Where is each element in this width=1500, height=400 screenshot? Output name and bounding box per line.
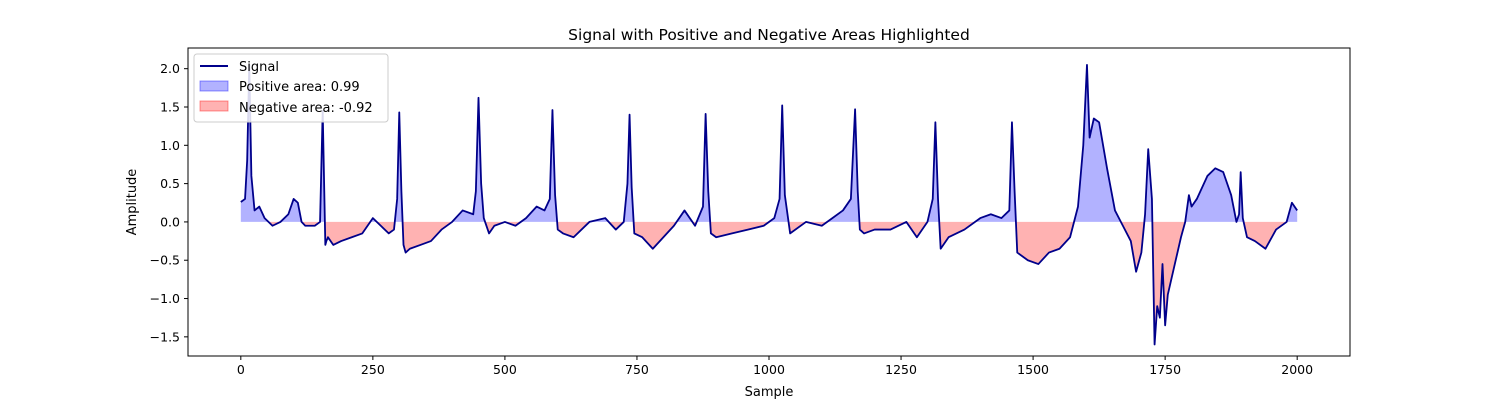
negative-area-32 [1015,221,1075,265]
chart-title: Signal with Positive and Negative Areas … [568,26,970,44]
legend-positive-swatch [199,80,229,92]
negative-area-9 [402,221,453,253]
y-tick-label: −1.0 [150,291,180,306]
positive-area-29 [927,122,940,222]
legend-box [193,53,389,123]
legend-negative-swatch [199,100,229,112]
positive-area-19 [676,210,693,222]
x-tick-label: 500 [493,362,517,377]
negative-area-30 [939,221,975,249]
x-tick-label: 1750 [1149,362,1181,377]
x-tick-label: 750 [625,362,649,377]
legend-negative-label: Negative area: -0.92 [239,101,373,116]
positive-area-37 [1185,168,1237,222]
negative-area-16 [608,221,624,230]
x-tick-label: 250 [361,362,385,377]
x-tick-label: 1250 [885,362,917,377]
negative-area-22 [710,221,769,238]
y-tick-label: 0.0 [160,214,180,229]
legend-positive-label: Positive area: 0.99 [239,80,360,95]
y-tick-label: 0.5 [160,176,180,191]
negative-area-14 [557,221,590,238]
negative-area-28 [906,221,928,238]
legend-signal-label: Signal [239,60,279,75]
y-tick-label: 2.0 [160,61,180,76]
legend: Signal Positive area: 0.99 Negative area… [193,53,389,123]
x-tick-label: 1500 [1017,362,1049,377]
positive-area-0 [240,64,269,222]
plot-area [240,63,1298,346]
area-fills [240,64,1298,345]
positive-area-21 [696,113,711,222]
y-tick-label: −0.5 [150,253,180,268]
positive-area-10 [452,97,486,222]
negative-area-18 [633,221,677,249]
positive-area-23 [769,105,789,222]
x-axis: 0 250 500 750 1000 1250 1500 1750 2000 [237,356,1313,377]
signal-line [240,63,1298,346]
negative-area-5 [324,221,371,245]
x-tick-label: 2000 [1281,362,1313,377]
y-axis: −1.5 −1.0 −0.5 0.0 0.5 1.0 1.5 2.0 [150,61,188,344]
x-tick-label: 0 [237,362,245,377]
y-axis-label: Amplitude [125,169,140,236]
negative-area-7 [376,221,395,234]
y-tick-label: 1.5 [160,99,180,114]
positive-area-13 [520,110,558,222]
y-tick-label: 1.0 [160,138,180,153]
x-axis-label: Sample [745,385,794,400]
x-tick-label: 1000 [753,362,785,377]
y-tick-label: −1.5 [150,329,180,344]
positive-area-33 [1074,64,1121,222]
positive-area-2 [280,198,302,222]
